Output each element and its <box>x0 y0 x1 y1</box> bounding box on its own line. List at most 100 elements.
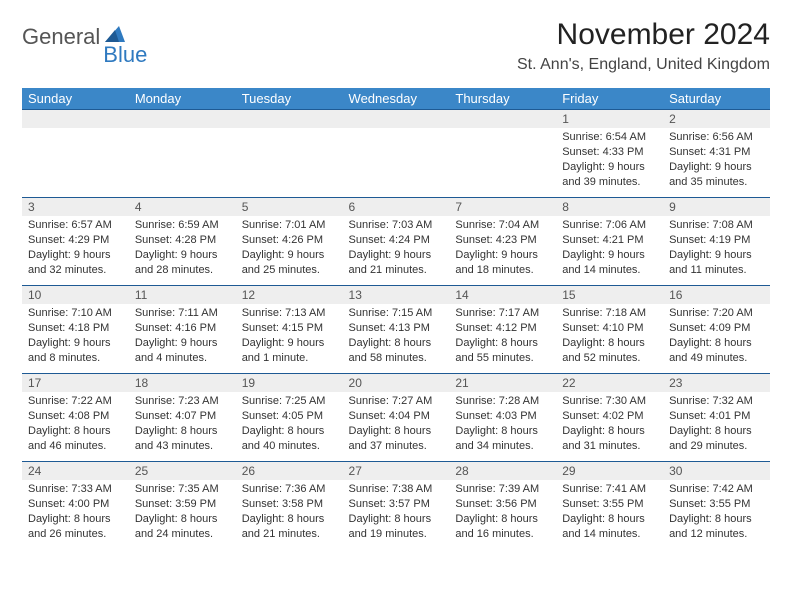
day-detail-line: and 43 minutes. <box>135 439 230 454</box>
day-number: 26 <box>236 461 343 480</box>
day-detail-line: Sunrise: 7:25 AM <box>242 394 337 409</box>
calendar-cell: 28Sunrise: 7:39 AMSunset: 3:56 PMDayligh… <box>449 461 556 549</box>
day-detail-line: Sunrise: 7:42 AM <box>669 482 764 497</box>
day-detail: Sunrise: 7:11 AMSunset: 4:16 PMDaylight:… <box>129 304 236 369</box>
calendar-cell: 14Sunrise: 7:17 AMSunset: 4:12 PMDayligh… <box>449 285 556 373</box>
day-detail-line: Sunrise: 7:04 AM <box>455 218 550 233</box>
day-number: 10 <box>22 285 129 304</box>
day-detail: Sunrise: 7:13 AMSunset: 4:15 PMDaylight:… <box>236 304 343 369</box>
day-detail-line: and 26 minutes. <box>28 527 123 542</box>
day-detail: Sunrise: 7:30 AMSunset: 4:02 PMDaylight:… <box>556 392 663 457</box>
day-detail-line: Daylight: 8 hours <box>28 424 123 439</box>
day-number: 21 <box>449 373 556 392</box>
day-detail: Sunrise: 6:59 AMSunset: 4:28 PMDaylight:… <box>129 216 236 281</box>
day-number: 18 <box>129 373 236 392</box>
day-detail: Sunrise: 6:54 AMSunset: 4:33 PMDaylight:… <box>556 128 663 193</box>
day-detail: Sunrise: 7:33 AMSunset: 4:00 PMDaylight:… <box>22 480 129 545</box>
day-detail: Sunrise: 7:15 AMSunset: 4:13 PMDaylight:… <box>343 304 450 369</box>
day-header: Tuesday <box>236 88 343 109</box>
day-detail-line: Sunset: 4:33 PM <box>562 145 657 160</box>
day-detail-line: Daylight: 9 hours <box>242 248 337 263</box>
day-detail: Sunrise: 6:56 AMSunset: 4:31 PMDaylight:… <box>663 128 770 193</box>
day-detail-line: and 32 minutes. <box>28 263 123 278</box>
day-detail: Sunrise: 7:27 AMSunset: 4:04 PMDaylight:… <box>343 392 450 457</box>
day-detail-line: Sunset: 4:07 PM <box>135 409 230 424</box>
day-detail: Sunrise: 7:22 AMSunset: 4:08 PMDaylight:… <box>22 392 129 457</box>
day-detail-line: Daylight: 9 hours <box>349 248 444 263</box>
day-detail-line: Sunset: 4:03 PM <box>455 409 550 424</box>
calendar-cell: 29Sunrise: 7:41 AMSunset: 3:55 PMDayligh… <box>556 461 663 549</box>
day-detail-line: Sunrise: 7:13 AM <box>242 306 337 321</box>
day-detail: Sunrise: 6:57 AMSunset: 4:29 PMDaylight:… <box>22 216 129 281</box>
day-number: 7 <box>449 197 556 216</box>
calendar-cell: 10Sunrise: 7:10 AMSunset: 4:18 PMDayligh… <box>22 285 129 373</box>
day-detail-line: Sunrise: 7:22 AM <box>28 394 123 409</box>
day-detail-line: and 18 minutes. <box>455 263 550 278</box>
day-number: 24 <box>22 461 129 480</box>
day-detail-line: Sunset: 4:31 PM <box>669 145 764 160</box>
day-detail-line: Sunrise: 7:33 AM <box>28 482 123 497</box>
day-detail-line: and 8 minutes. <box>28 351 123 366</box>
day-detail: Sunrise: 7:04 AMSunset: 4:23 PMDaylight:… <box>449 216 556 281</box>
day-detail: Sunrise: 7:35 AMSunset: 3:59 PMDaylight:… <box>129 480 236 545</box>
day-number <box>22 109 129 128</box>
day-detail-line: and 39 minutes. <box>562 175 657 190</box>
calendar-cell: 1Sunrise: 6:54 AMSunset: 4:33 PMDaylight… <box>556 109 663 197</box>
calendar-body: 1Sunrise: 6:54 AMSunset: 4:33 PMDaylight… <box>22 109 770 549</box>
day-detail-line: Sunrise: 7:35 AM <box>135 482 230 497</box>
day-number: 17 <box>22 373 129 392</box>
day-detail-line: Sunset: 3:58 PM <box>242 497 337 512</box>
day-number <box>236 109 343 128</box>
day-detail-line: Sunrise: 6:57 AM <box>28 218 123 233</box>
calendar-cell <box>343 109 450 197</box>
day-detail-line: Sunset: 4:01 PM <box>669 409 764 424</box>
day-number: 3 <box>22 197 129 216</box>
day-detail-line: Daylight: 8 hours <box>349 512 444 527</box>
day-detail-line: and 35 minutes. <box>669 175 764 190</box>
day-detail-line: Daylight: 9 hours <box>242 336 337 351</box>
day-detail-line: Daylight: 8 hours <box>242 424 337 439</box>
day-detail-line: Sunset: 4:16 PM <box>135 321 230 336</box>
calendar-cell: 22Sunrise: 7:30 AMSunset: 4:02 PMDayligh… <box>556 373 663 461</box>
day-detail-line: Daylight: 9 hours <box>562 248 657 263</box>
day-number: 1 <box>556 109 663 128</box>
day-detail-line: Sunrise: 7:27 AM <box>349 394 444 409</box>
day-header: Saturday <box>663 88 770 109</box>
day-detail: Sunrise: 7:10 AMSunset: 4:18 PMDaylight:… <box>22 304 129 369</box>
day-number: 25 <box>129 461 236 480</box>
day-number: 30 <box>663 461 770 480</box>
day-number <box>343 109 450 128</box>
day-detail-line: and 58 minutes. <box>349 351 444 366</box>
calendar-cell: 24Sunrise: 7:33 AMSunset: 4:00 PMDayligh… <box>22 461 129 549</box>
day-header: Friday <box>556 88 663 109</box>
calendar-cell: 11Sunrise: 7:11 AMSunset: 4:16 PMDayligh… <box>129 285 236 373</box>
header-row: General Blue November 2024 St. Ann's, En… <box>22 18 770 74</box>
day-detail-line: Sunrise: 7:32 AM <box>669 394 764 409</box>
day-detail-line: Sunset: 3:59 PM <box>135 497 230 512</box>
day-detail: Sunrise: 7:03 AMSunset: 4:24 PMDaylight:… <box>343 216 450 281</box>
day-detail-line: Daylight: 8 hours <box>135 424 230 439</box>
calendar-cell: 27Sunrise: 7:38 AMSunset: 3:57 PMDayligh… <box>343 461 450 549</box>
day-detail-line: and 34 minutes. <box>455 439 550 454</box>
day-detail-line: Sunrise: 7:41 AM <box>562 482 657 497</box>
day-detail-line: Sunset: 4:15 PM <box>242 321 337 336</box>
day-detail: Sunrise: 7:42 AMSunset: 3:55 PMDaylight:… <box>663 480 770 545</box>
day-detail-line: Daylight: 8 hours <box>135 512 230 527</box>
day-detail-line: Daylight: 8 hours <box>455 424 550 439</box>
day-detail-line: Daylight: 8 hours <box>28 512 123 527</box>
calendar-table: SundayMondayTuesdayWednesdayThursdayFrid… <box>22 88 770 549</box>
day-detail-line: Sunrise: 7:08 AM <box>669 218 764 233</box>
day-detail-line: Daylight: 9 hours <box>669 160 764 175</box>
day-detail: Sunrise: 7:36 AMSunset: 3:58 PMDaylight:… <box>236 480 343 545</box>
day-number <box>129 109 236 128</box>
day-detail-line: and 40 minutes. <box>242 439 337 454</box>
day-detail-line: Sunset: 4:08 PM <box>28 409 123 424</box>
day-number: 28 <box>449 461 556 480</box>
calendar-cell: 23Sunrise: 7:32 AMSunset: 4:01 PMDayligh… <box>663 373 770 461</box>
day-detail-line: Sunset: 4:02 PM <box>562 409 657 424</box>
day-detail-line: Daylight: 8 hours <box>562 336 657 351</box>
day-number: 5 <box>236 197 343 216</box>
day-detail-line: Sunrise: 7:18 AM <box>562 306 657 321</box>
day-number: 23 <box>663 373 770 392</box>
day-detail-line: Sunrise: 7:06 AM <box>562 218 657 233</box>
